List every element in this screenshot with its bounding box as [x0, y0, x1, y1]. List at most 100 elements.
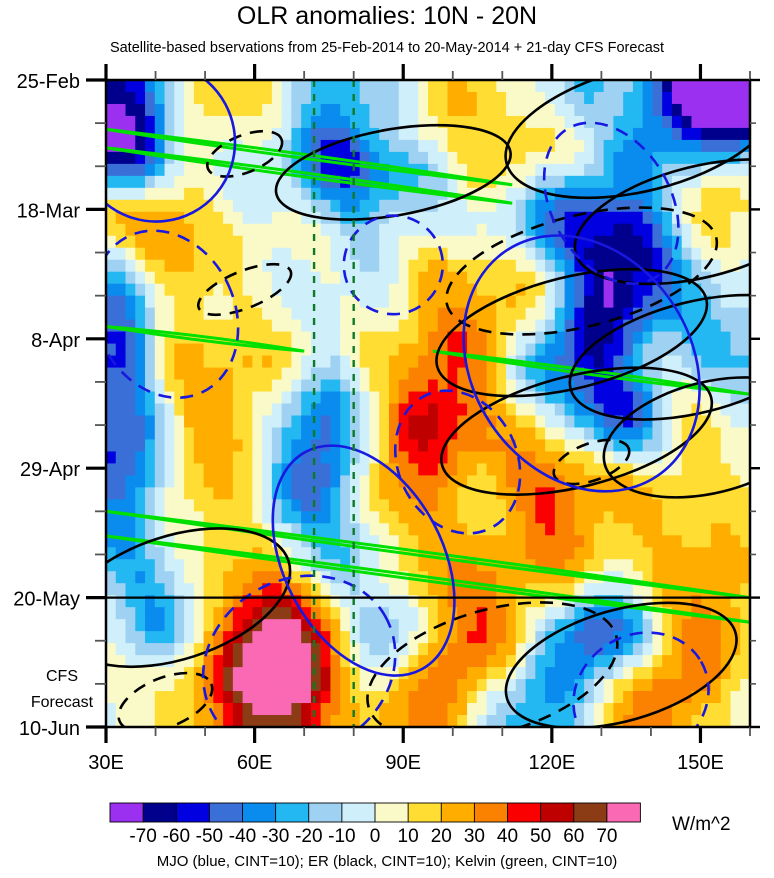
heatmap-cell — [106, 595, 117, 608]
heatmap-cell — [710, 619, 722, 632]
heatmap-cell — [457, 127, 468, 141]
heatmap-cell — [593, 343, 605, 357]
heatmap-cell — [281, 139, 293, 153]
heatmap-cell — [564, 415, 576, 429]
heatmap-cell — [203, 619, 215, 632]
heatmap-cell — [710, 703, 722, 716]
colorbar-tick-label-10: 30 — [464, 826, 485, 847]
colorbar-band-8[interactable] — [374, 802, 409, 823]
heatmap-cell — [213, 103, 224, 117]
colorbar-band-14[interactable] — [573, 802, 608, 823]
heatmap-cell — [632, 391, 644, 405]
heatmap-cell — [603, 463, 615, 477]
heatmap-cell — [203, 187, 215, 201]
heatmap-cell — [203, 367, 215, 381]
heatmap-cell — [369, 283, 380, 297]
colorbar-band-15[interactable] — [606, 802, 641, 823]
heatmap-cell — [135, 391, 146, 405]
heatmap-cell — [467, 331, 478, 345]
heatmap-cell — [467, 319, 478, 333]
colorbar-band-1[interactable] — [142, 802, 178, 823]
colorbar-band-3[interactable] — [208, 802, 244, 823]
heatmap-cell — [359, 559, 371, 572]
colorbar-band-12[interactable] — [507, 802, 542, 823]
heatmap-cell — [554, 655, 566, 668]
heatmap-cell — [340, 499, 351, 513]
heatmap-cell — [574, 151, 585, 165]
heatmap-cell — [613, 607, 624, 620]
heatmap-cell — [574, 643, 585, 656]
heatmap-cell — [447, 511, 458, 525]
colorbar-band-7[interactable] — [341, 802, 376, 823]
heatmap-cell — [710, 199, 722, 213]
heatmap-cell — [320, 235, 332, 249]
heatmap-cell — [301, 487, 312, 501]
heatmap-cell — [506, 475, 517, 489]
heatmap-cell — [320, 295, 332, 309]
heatmap-cell — [603, 475, 615, 489]
heatmap-cell — [652, 127, 663, 141]
heatmap-cell — [262, 80, 273, 93]
heatmap-cell — [720, 295, 732, 309]
heatmap-cell — [281, 247, 293, 261]
heatmap-cell — [330, 403, 341, 417]
heatmap-cell — [349, 607, 361, 620]
heatmap-cell — [613, 691, 624, 704]
heatmap-cell — [486, 415, 498, 429]
heatmap-cell — [349, 343, 361, 357]
colorbar-band-9[interactable] — [407, 802, 443, 823]
colorbar-band-6[interactable] — [308, 802, 343, 823]
heatmap-cell — [359, 103, 371, 117]
heatmap-cell — [437, 91, 449, 105]
heatmap-cell — [184, 199, 195, 213]
heatmap-cell — [652, 235, 663, 249]
heatmap-cell — [730, 403, 741, 417]
heatmap-cell — [281, 703, 293, 716]
heatmap-cell — [291, 655, 302, 668]
heatmap-cell — [154, 619, 166, 632]
heatmap-cell — [486, 379, 498, 393]
heatmap-cell — [691, 619, 702, 632]
heatmap-cell — [652, 655, 663, 668]
heatmap-cell — [671, 691, 683, 704]
heatmap-cell — [174, 511, 185, 525]
colorbar-band-11[interactable] — [473, 802, 509, 823]
heatmap-cell — [720, 439, 732, 453]
heatmap-cell — [379, 307, 390, 321]
colorbar-band-4[interactable] — [242, 802, 277, 823]
colorbar-tick-label-9: 20 — [431, 826, 452, 847]
heatmap-cell — [467, 703, 478, 716]
colorbar-band-0[interactable] — [109, 802, 144, 823]
heatmap-cell — [603, 499, 615, 513]
colorbar-band-2[interactable] — [175, 802, 211, 823]
heatmap-cell — [564, 703, 576, 716]
heatmap-cell — [349, 223, 361, 237]
heatmap-cell — [691, 211, 702, 225]
heatmap-cell — [106, 343, 117, 357]
heatmap-cell — [359, 583, 371, 596]
heatmap-cell — [603, 199, 615, 213]
heatmap-cell — [740, 391, 750, 405]
colorbar[interactable]: -70 -60 -50 -40 -30 -20 -10 0 10 20 30 40 50 60 70 — [109, 802, 641, 847]
heatmap-cell — [135, 139, 146, 153]
heatmap-cell — [193, 271, 205, 285]
heatmap-cell — [720, 607, 732, 620]
heatmap-cell — [671, 91, 683, 105]
heatmap-cell — [223, 80, 234, 93]
heatmap-cell — [281, 235, 293, 249]
heatmap-cell — [730, 91, 741, 105]
heatmap-cell — [457, 631, 468, 644]
heatmap-cell — [408, 307, 419, 321]
heatmap-cell — [476, 415, 488, 429]
colorbar-band-5[interactable] — [275, 802, 310, 823]
heatmap-cell — [164, 403, 176, 417]
heatmap-cell — [740, 511, 750, 525]
heatmap-cell — [174, 139, 185, 153]
heatmap-cell — [593, 391, 605, 405]
heatmap-cell — [135, 499, 146, 513]
heatmap-cell — [330, 583, 341, 596]
heatmap-cell — [349, 331, 361, 345]
colorbar-band-13[interactable] — [540, 802, 575, 823]
colorbar-band-10[interactable] — [440, 802, 476, 823]
heatmap-cell — [125, 583, 136, 596]
